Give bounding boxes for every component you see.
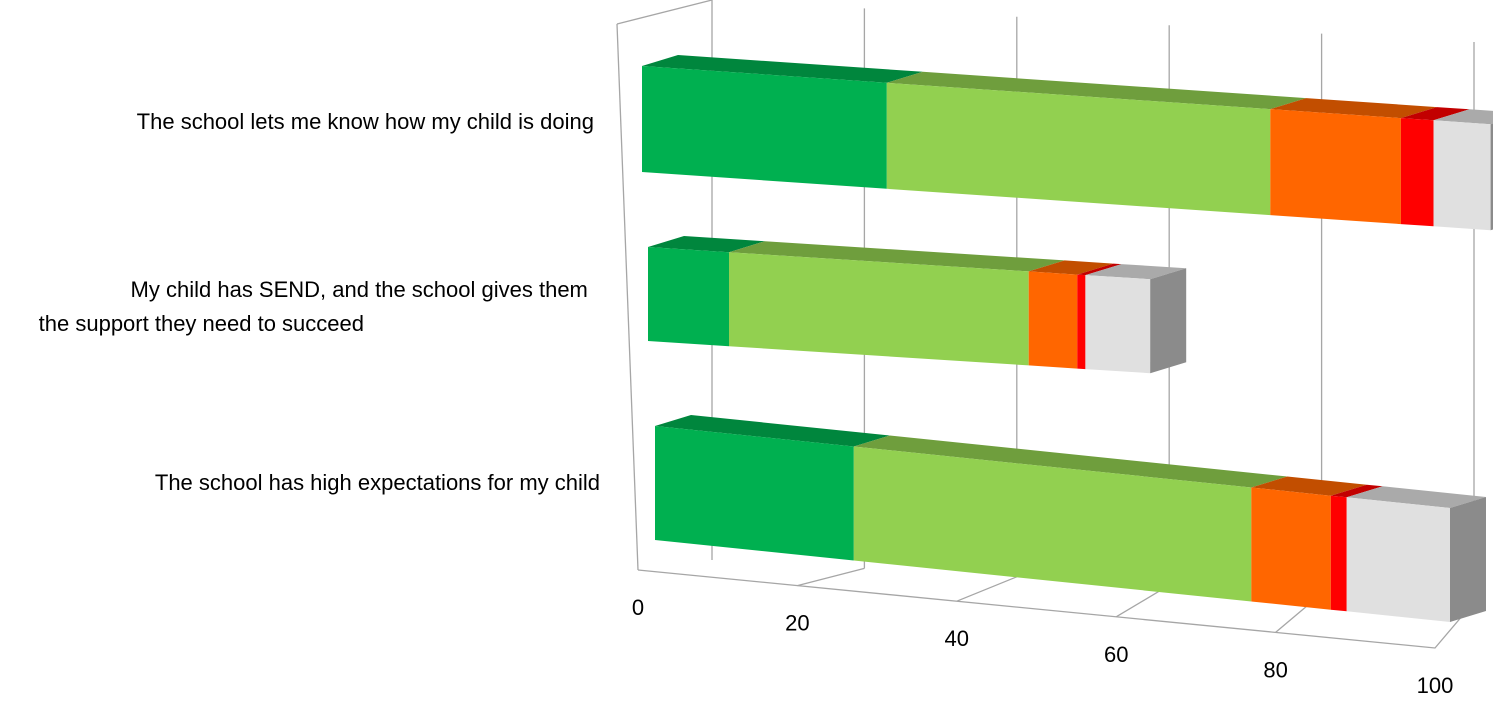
bar-top-row-0-series-4: [1433, 109, 1493, 125]
bar-segment-row-2-series-2: [1251, 487, 1331, 610]
category-label-2: The school has high expectations for my …: [155, 470, 600, 495]
category-label-0: The school lets me know how my child is …: [137, 109, 594, 134]
bar-segment-row-2-series-3: [1330, 495, 1347, 612]
x-tick-60: 60: [1104, 642, 1128, 667]
x-tick-0: 0: [632, 595, 644, 620]
bar-top-row-2-series-0: [655, 415, 890, 447]
bar-row-1: [648, 236, 1187, 374]
bar-top-row-0-series-1: [886, 71, 1307, 110]
category-label-1-line-1: My child has SEND, and the school gives …: [131, 277, 588, 302]
bar-segment-row-0-series-4: [1433, 120, 1491, 231]
bar-top-row-1-series-3: [1077, 263, 1122, 276]
bar-end-row-0: [1490, 123, 1493, 231]
bar-top-row-2-series-1: [853, 435, 1288, 488]
bar-row-0: [642, 55, 1493, 231]
x-tick-80: 80: [1263, 657, 1287, 682]
bar-segment-row-1-series-3: [1077, 274, 1086, 370]
left-wall-edge: [616, 23, 639, 571]
bar-top-row-2-series-2: [1251, 476, 1367, 496]
gridline-floor-20: [797, 567, 865, 587]
bar-segment-row-2-series-1: [853, 446, 1252, 602]
bar-segment-row-1-series-2: [1028, 271, 1078, 369]
bar-top-row-1-series-1: [729, 241, 1065, 272]
bar-segment-row-0-series-1: [886, 82, 1271, 216]
x-tick-20: 20: [785, 611, 809, 636]
bar-top-row-1-series-2: [1028, 260, 1114, 275]
bar-row-2: [655, 415, 1486, 622]
gridline-floor-40: [956, 576, 1018, 602]
bar-top-row-1-series-0: [648, 236, 765, 253]
bar-top-row-2-series-4: [1346, 486, 1486, 508]
category-label-1: My child has SEND, and the school gives …: [39, 277, 594, 336]
bar-top-row-0-series-0: [642, 55, 923, 83]
category-label-1-line-2: the support they need to succeed: [39, 311, 364, 336]
x-tick-100: 100: [1417, 673, 1454, 698]
bar-top-row-1-series-4: [1085, 264, 1187, 280]
bar-top-row-0-series-2: [1270, 98, 1437, 119]
bar-end-row-1: [1150, 268, 1187, 374]
bar-end-row-2: [1450, 497, 1486, 622]
bar-segment-row-0-series-3: [1400, 118, 1434, 227]
x-tick-40: 40: [945, 626, 969, 651]
bar-segment-row-0-series-2: [1270, 109, 1401, 225]
bar-top-row-2-series-3: [1330, 484, 1383, 498]
bar-segment-row-1-series-4: [1085, 275, 1151, 374]
bar-segment-row-2-series-4: [1346, 497, 1450, 622]
bar-segment-row-2-series-0: [655, 426, 854, 561]
bar-segment-row-1-series-1: [729, 252, 1029, 366]
floor-edge: [637, 42, 1475, 649]
bar-segment-row-0-series-0: [642, 66, 887, 189]
back-wall-edge: [616, 0, 713, 560]
bar-segment-row-1-series-0: [648, 247, 729, 347]
bars-group: [642, 55, 1493, 622]
x-tick-labels: 0 20 40 60 80 100: [632, 595, 1453, 698]
bar-top-row-0-series-3: [1400, 107, 1470, 121]
